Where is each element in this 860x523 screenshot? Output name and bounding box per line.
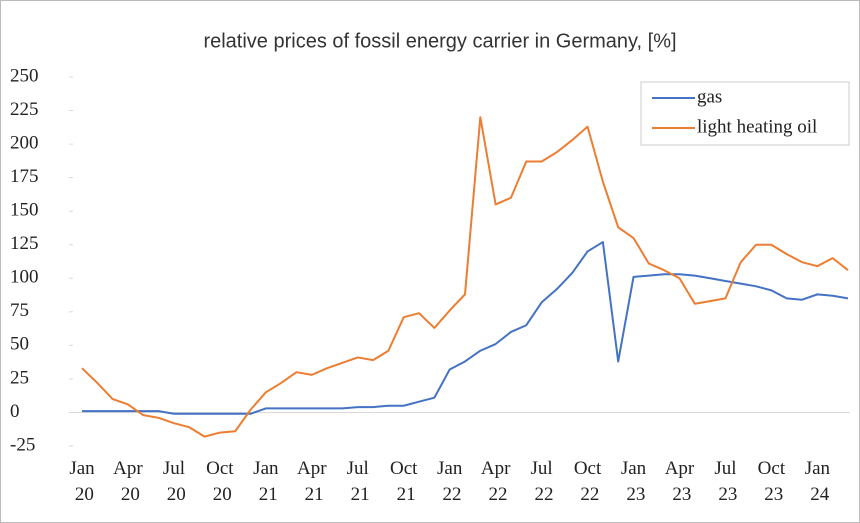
x-tick-label: Apr 22 <box>481 458 511 505</box>
legend-label: gas <box>697 86 722 107</box>
y-tick-label: -25 <box>10 434 35 455</box>
x-tick-label: Oct 23 <box>758 458 786 505</box>
y-tick-label: 200 <box>10 132 39 153</box>
x-tick-label: Apr 20 <box>113 458 143 505</box>
y-tick-label: 0 <box>10 401 20 422</box>
x-tick-label: Apr 21 <box>297 458 327 505</box>
y-tick-label: 25 <box>10 367 29 388</box>
y-tick-label: 125 <box>10 233 39 254</box>
y-tick-label: 175 <box>10 166 39 187</box>
x-tick-label: Jan 24 <box>805 458 831 505</box>
legend-label: light heating oil <box>697 116 817 137</box>
y-tick-label: 150 <box>10 200 39 221</box>
y-tick-label: 100 <box>10 267 39 288</box>
y-tick-label: 75 <box>10 300 29 321</box>
x-tick-label: Jan 21 <box>253 458 279 505</box>
x-tick-label: Oct 20 <box>206 458 234 505</box>
x-tick-label: Jul 21 <box>346 458 370 505</box>
y-tick-label: 250 <box>10 65 39 86</box>
x-tick-label: Jul 20 <box>162 458 186 505</box>
line-series <box>81 116 849 438</box>
x-tick-label: Oct 21 <box>390 458 418 505</box>
x-tick-label: Jul 22 <box>530 458 554 505</box>
x-tick-label: Jan 20 <box>69 458 95 505</box>
x-tick-label: Oct 22 <box>574 458 602 505</box>
x-tick-label: Jan 22 <box>437 458 463 505</box>
x-tick-label: Apr 23 <box>665 458 695 505</box>
line-series <box>82 241 849 415</box>
chart-title: relative prices of fossil energy carrier… <box>203 30 676 52</box>
x-tick-label: Jul 23 <box>714 458 738 505</box>
legend-box <box>640 81 850 146</box>
x-tick-label: Jan 23 <box>621 458 647 505</box>
y-tick-label: 225 <box>10 99 39 120</box>
y-tick-label: 50 <box>10 334 29 355</box>
